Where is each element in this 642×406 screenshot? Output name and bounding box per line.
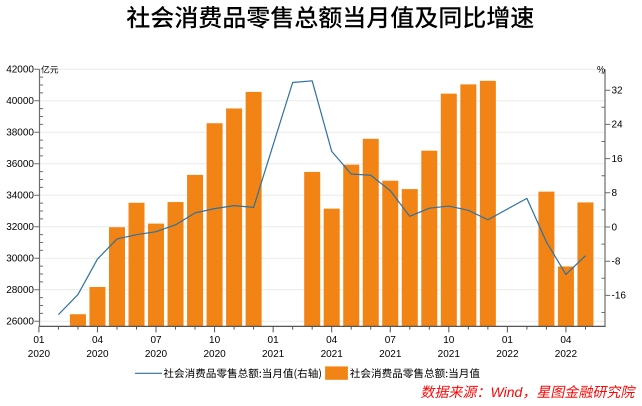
svg-text:16: 16 [612, 154, 624, 165]
svg-text:04: 04 [92, 335, 104, 346]
svg-text:34000: 34000 [6, 191, 34, 202]
svg-text:2020: 2020 [145, 349, 168, 360]
svg-text:32000: 32000 [6, 222, 34, 233]
svg-text:10: 10 [209, 335, 221, 346]
svg-text:26000: 26000 [6, 317, 34, 328]
svg-text:01: 01 [33, 335, 45, 346]
svg-text:32: 32 [612, 86, 624, 97]
svg-text:01: 01 [268, 335, 280, 346]
svg-text:10: 10 [443, 335, 455, 346]
svg-text:-16: -16 [612, 291, 627, 302]
svg-text:%: % [597, 64, 605, 74]
svg-text:2020: 2020 [86, 349, 109, 360]
svg-text:38000: 38000 [6, 128, 34, 139]
svg-text:2021: 2021 [262, 349, 285, 360]
svg-text:30000: 30000 [6, 254, 34, 265]
svg-text:42000: 42000 [6, 65, 34, 76]
svg-text:04: 04 [560, 335, 572, 346]
svg-text:2020: 2020 [28, 349, 51, 360]
svg-text:28000: 28000 [6, 285, 34, 296]
svg-text:0: 0 [612, 222, 618, 233]
svg-text:2021: 2021 [321, 349, 344, 360]
svg-text:36000: 36000 [6, 159, 34, 170]
svg-text:24: 24 [612, 120, 624, 131]
svg-text:04: 04 [326, 335, 338, 346]
svg-text:Wind: Wind [491, 384, 524, 400]
svg-text:2021: 2021 [379, 349, 402, 360]
svg-text:2021: 2021 [438, 349, 461, 360]
svg-text:07: 07 [385, 335, 397, 346]
svg-text:07: 07 [150, 335, 162, 346]
svg-text:01: 01 [502, 335, 514, 346]
svg-text:2020: 2020 [203, 349, 226, 360]
svg-text:-8: -8 [612, 257, 621, 268]
svg-text:2022: 2022 [496, 349, 519, 360]
svg-text:40000: 40000 [6, 96, 34, 107]
svg-text:8: 8 [612, 188, 618, 199]
svg-text:2022: 2022 [555, 349, 578, 360]
